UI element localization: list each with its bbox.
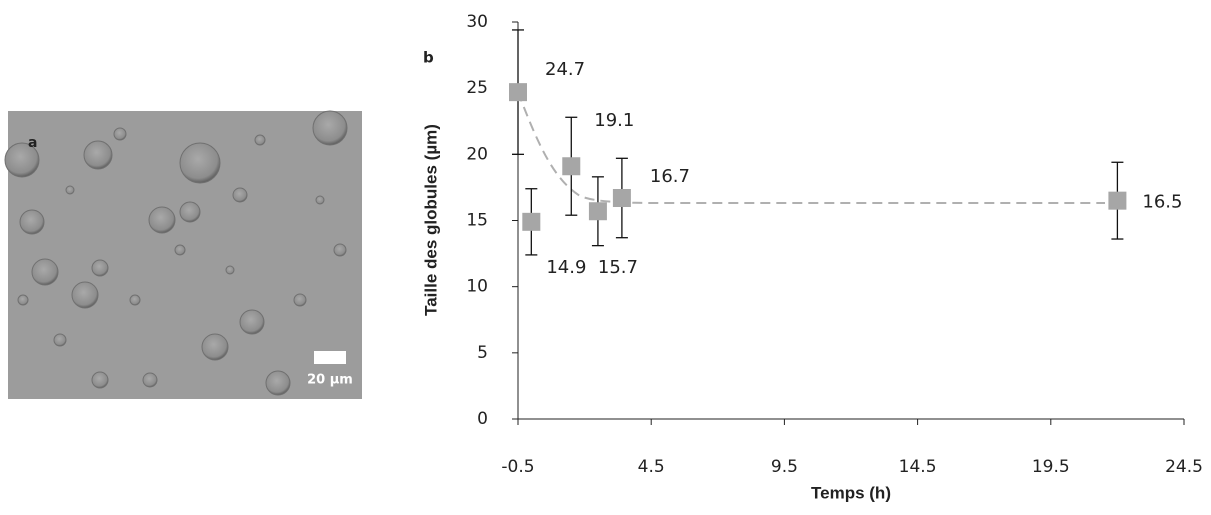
y-tick-label: 25 [466, 78, 488, 98]
trend-line [517, 91, 1105, 205]
data-label: 15.7 [598, 257, 638, 278]
x-tick-label: -0.5 [501, 457, 534, 477]
scale-bar-label: 20 µm [307, 373, 353, 388]
marker [1108, 191, 1127, 210]
y-tick-label: 15 [466, 211, 488, 231]
data-label: 16.5 [1142, 192, 1182, 213]
x-tick-label: 9.5 [771, 457, 798, 477]
y-tick-label: 10 [466, 277, 488, 297]
x-tick-label: 14.5 [899, 457, 937, 477]
data-label: 19.1 [594, 110, 634, 131]
data-label: 14.9 [546, 257, 586, 278]
data-label: 16.7 [650, 166, 690, 187]
y-tick-label: 5 [477, 343, 488, 363]
y-axis-title: Taille des globules (µm) [421, 124, 440, 316]
marker [588, 202, 607, 221]
y-tick-label: 30 [466, 12, 488, 32]
panel-label: b [423, 49, 434, 67]
marker [509, 83, 527, 102]
x-tick-label: 24.5 [1165, 457, 1203, 477]
y-tick-label: 20 [466, 144, 488, 164]
marker [612, 189, 631, 208]
x-tick-label: 4.5 [638, 457, 665, 477]
data-label: 24.7 [545, 59, 585, 80]
x-tick-label: 19.5 [1032, 457, 1070, 477]
x-axis-title: Temps (h) [811, 483, 891, 502]
marker [562, 157, 581, 176]
marker [522, 212, 541, 231]
y-tick-label: 0 [477, 409, 488, 429]
micrograph [4, 110, 362, 399]
panel-label: a [28, 135, 37, 151]
